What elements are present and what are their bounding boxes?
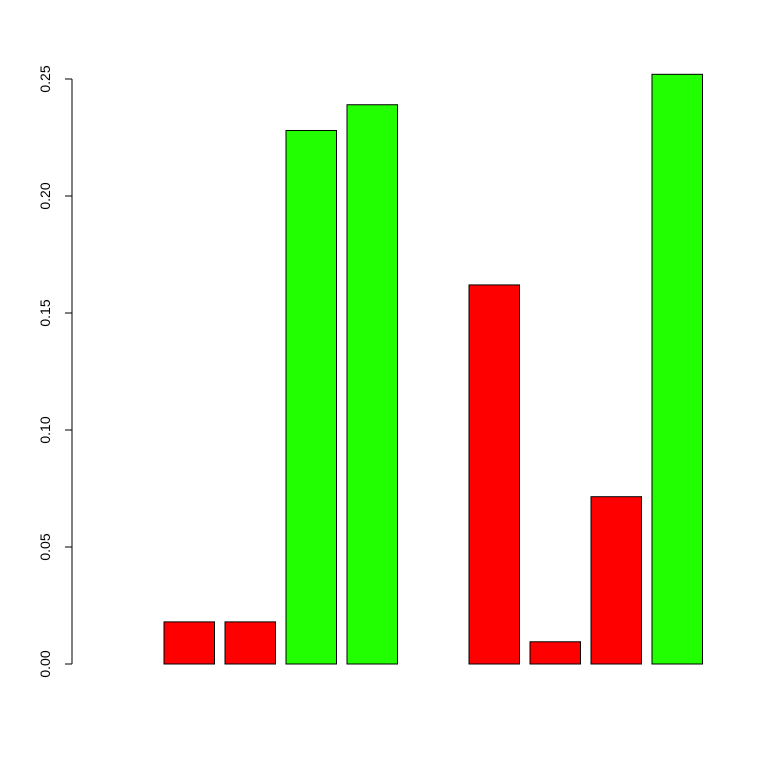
- bar-3: [224, 621, 276, 665]
- y-tick-label: 0.20: [37, 182, 53, 209]
- bar-10: [651, 73, 703, 665]
- bar-2: [163, 621, 215, 665]
- y-tick-label: 0.25: [37, 65, 53, 92]
- y-tick-label: 0.05: [37, 533, 53, 560]
- bar-4: [285, 129, 337, 665]
- y-tick-label: 0.15: [37, 299, 53, 326]
- bar-8: [529, 641, 581, 665]
- bar-9: [590, 496, 642, 665]
- bar-5: [346, 104, 398, 665]
- bar-7: [468, 284, 520, 665]
- y-tick-label: 0.10: [37, 416, 53, 443]
- bars: [163, 73, 703, 665]
- y-tick-label: 0.00: [37, 650, 53, 677]
- y-axis: 0.00 0.05 0.10 0.15 0.20 0.25: [37, 65, 73, 678]
